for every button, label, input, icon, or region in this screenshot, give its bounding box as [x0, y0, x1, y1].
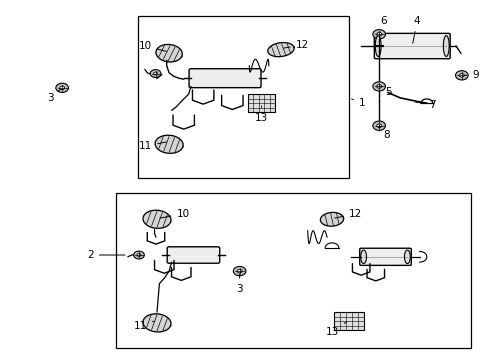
- Polygon shape: [156, 44, 182, 62]
- Circle shape: [376, 124, 381, 127]
- Text: 10: 10: [139, 41, 166, 51]
- Circle shape: [372, 121, 385, 130]
- Circle shape: [60, 86, 64, 90]
- Text: 3: 3: [236, 274, 243, 294]
- Circle shape: [233, 266, 245, 276]
- Text: 11: 11: [139, 141, 166, 151]
- Circle shape: [237, 269, 242, 273]
- Circle shape: [56, 83, 68, 93]
- Text: 11: 11: [134, 321, 154, 332]
- Text: 13: 13: [254, 106, 267, 123]
- Polygon shape: [320, 212, 343, 226]
- Polygon shape: [267, 42, 293, 57]
- Text: 10: 10: [160, 209, 189, 219]
- Text: 8: 8: [378, 126, 389, 140]
- Bar: [116, 193, 469, 348]
- Circle shape: [150, 69, 161, 77]
- Bar: [247, 94, 275, 112]
- Polygon shape: [142, 314, 171, 332]
- Polygon shape: [155, 135, 183, 153]
- Text: 12: 12: [334, 209, 362, 219]
- Text: 7: 7: [414, 100, 435, 110]
- Text: 3: 3: [46, 90, 60, 103]
- Ellipse shape: [374, 36, 380, 57]
- Circle shape: [455, 71, 467, 80]
- Circle shape: [153, 72, 157, 75]
- FancyBboxPatch shape: [167, 247, 219, 263]
- Text: 4: 4: [412, 16, 420, 43]
- Text: 13: 13: [325, 322, 346, 337]
- Bar: [334, 312, 363, 330]
- Polygon shape: [142, 210, 171, 228]
- Circle shape: [376, 32, 381, 36]
- Circle shape: [133, 251, 144, 259]
- FancyBboxPatch shape: [359, 248, 410, 265]
- Ellipse shape: [360, 250, 366, 264]
- Text: 12: 12: [283, 40, 308, 50]
- Circle shape: [458, 73, 463, 77]
- Circle shape: [372, 82, 385, 91]
- Text: 1: 1: [351, 98, 365, 108]
- FancyBboxPatch shape: [373, 33, 449, 59]
- Ellipse shape: [443, 36, 448, 57]
- Circle shape: [372, 30, 385, 39]
- Circle shape: [137, 253, 141, 256]
- Circle shape: [376, 85, 381, 88]
- Text: 9: 9: [464, 70, 478, 80]
- FancyBboxPatch shape: [189, 69, 261, 87]
- Text: 5: 5: [378, 86, 391, 98]
- Text: 2: 2: [87, 250, 125, 260]
- Ellipse shape: [404, 250, 409, 264]
- Text: 6: 6: [379, 16, 386, 32]
- Bar: [137, 16, 348, 178]
